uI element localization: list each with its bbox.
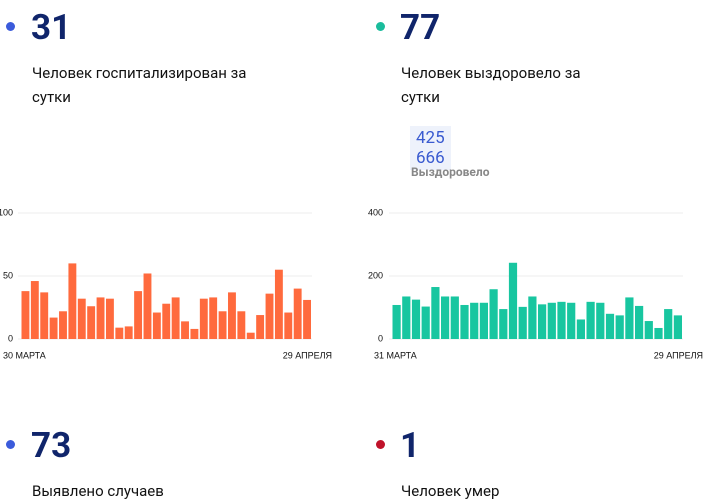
bar [470, 302, 479, 339]
y-tick-label: 0 [378, 333, 383, 343]
bar [30, 281, 39, 339]
bar [596, 302, 605, 339]
bar [218, 311, 227, 339]
stat-label: Человек госпитализирован за сутки [32, 64, 247, 106]
bar [134, 291, 143, 339]
bar [237, 311, 246, 339]
y-tick-label: 0 [8, 333, 13, 343]
bar [547, 302, 556, 339]
bar [421, 306, 430, 339]
bar [518, 306, 527, 339]
bar [664, 309, 673, 339]
bar [450, 296, 459, 339]
bar [303, 299, 311, 339]
bar [228, 292, 236, 339]
dot [6, 440, 15, 449]
bar [567, 302, 576, 339]
bar [402, 296, 411, 339]
bar [635, 305, 644, 339]
bar [411, 299, 421, 339]
bar [479, 302, 488, 339]
bar [115, 327, 124, 339]
bar [246, 332, 255, 339]
bar [21, 291, 30, 339]
dot [376, 440, 385, 449]
bar [124, 326, 133, 339]
y-tick-label: 400 [368, 207, 383, 217]
x-tick-label: 29 АПРЕЛЯ [283, 350, 332, 360]
bar [209, 297, 218, 339]
bar [673, 315, 682, 339]
bar [489, 289, 498, 339]
bar [49, 317, 58, 339]
bar [615, 315, 624, 339]
bar [576, 319, 585, 339]
bar [392, 304, 401, 339]
bar [528, 296, 537, 339]
bar [199, 298, 208, 339]
bar [171, 297, 180, 339]
bar [105, 298, 114, 339]
bar [256, 315, 265, 339]
bar [143, 273, 152, 339]
stat-label: Человек умер [401, 482, 500, 500]
x-tick-label: 29 АПРЕЛЯ [654, 350, 703, 360]
bar [441, 296, 450, 339]
bar [77, 298, 86, 339]
stat-value: 73 [31, 425, 72, 466]
x-tick-label: 31 МАРТА [374, 350, 417, 360]
bar [96, 297, 105, 339]
y-tick-label: 50 [3, 270, 13, 280]
bar [152, 312, 161, 339]
y-tick-label: 200 [368, 270, 383, 280]
bar [162, 303, 171, 339]
bar [87, 306, 96, 339]
bar [508, 262, 518, 339]
bar [625, 297, 634, 339]
bar [181, 321, 189, 339]
bar [274, 269, 283, 339]
bar [654, 327, 663, 339]
total-value: 425 666 [410, 126, 451, 170]
bar [265, 293, 274, 339]
bar [293, 288, 302, 339]
stat-value: 77 [400, 7, 441, 48]
bar [190, 328, 199, 339]
bar [40, 292, 49, 339]
stat-label: Человек выздоровело за сутки [401, 64, 581, 106]
bar [557, 301, 566, 339]
bar [460, 304, 469, 339]
stat-value: 31 [31, 7, 72, 48]
bar [644, 321, 653, 339]
y-tick-label: 100 [0, 207, 13, 217]
bar [605, 313, 615, 339]
stat-label: Выявлено случаев [32, 482, 164, 500]
bar [538, 304, 547, 339]
bar [68, 263, 77, 339]
stat-value: 1 [400, 425, 421, 466]
dot [6, 22, 15, 31]
x-tick-label: 30 МАРТА [3, 350, 46, 360]
bar [586, 301, 595, 339]
bar [431, 287, 440, 339]
bar [284, 312, 293, 339]
dot [376, 22, 385, 31]
bar [499, 309, 508, 339]
bar [59, 311, 67, 339]
total-label: Выздоровело [411, 165, 490, 179]
